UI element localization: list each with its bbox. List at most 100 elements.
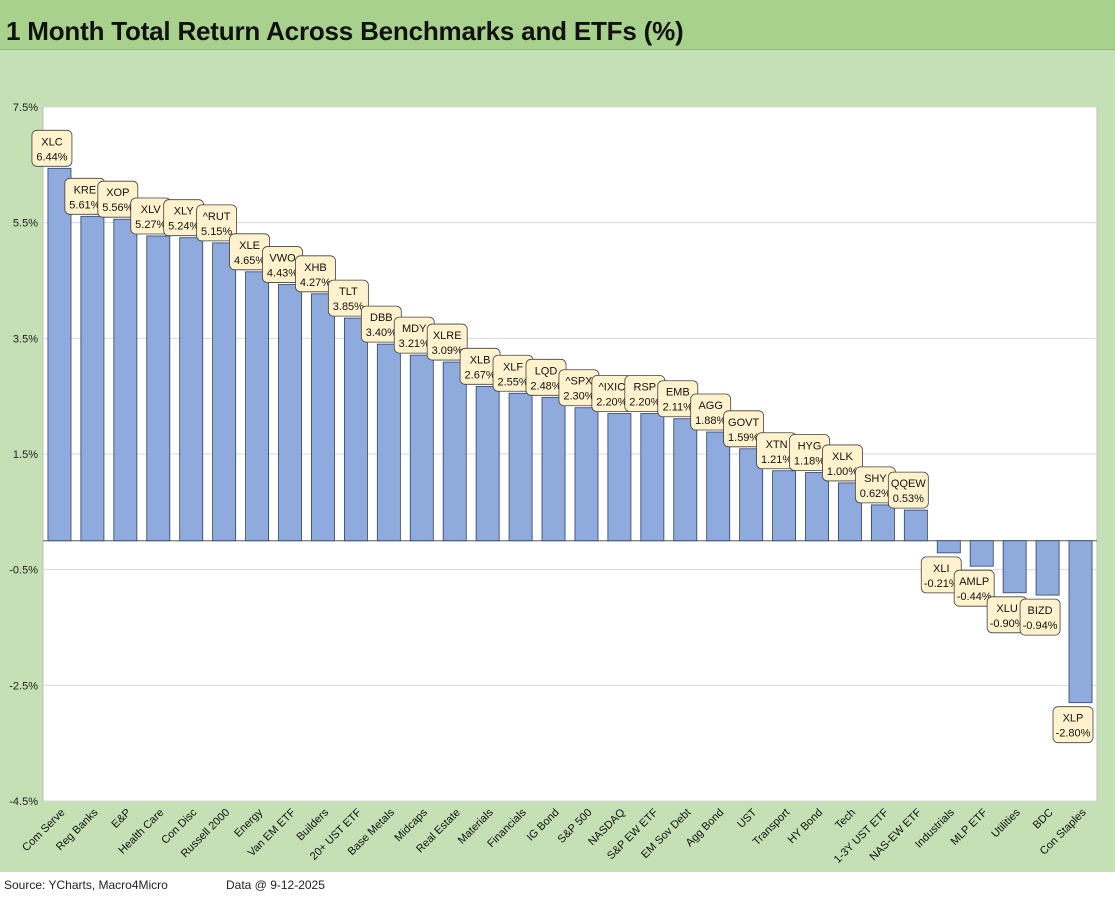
data-label-ticker: BIZD xyxy=(1028,605,1053,617)
data-label-box xyxy=(1052,706,1094,744)
data-label-ticker: GOVT xyxy=(728,417,759,429)
data-label-box xyxy=(295,255,336,293)
data-label-ticker: VWO xyxy=(269,253,296,265)
data-label-ticker: ^IXIC xyxy=(599,382,626,394)
data-label-ticker: XLRE xyxy=(433,330,462,342)
bar-AGG xyxy=(706,431,731,542)
y-tick-label: 3.5% xyxy=(13,333,38,345)
data-label-ticker: MDY xyxy=(402,323,427,335)
data-label-value: -0.21% xyxy=(924,578,959,590)
data-date: Data @ 9-12-2025 xyxy=(226,878,325,892)
data-label-value: 5.56% xyxy=(102,202,133,214)
source-note: Source: YCharts, Macro4Micro xyxy=(4,878,168,892)
data-label-value: 3.40% xyxy=(366,327,397,339)
data-label-value: -0.94% xyxy=(1023,620,1058,632)
data-label-value: 5.24% xyxy=(168,221,199,233)
data-label-value: 2.20% xyxy=(629,397,660,409)
bar-LQD xyxy=(541,396,566,542)
data-label-value: 1.00% xyxy=(827,466,858,478)
data-label-value: 2.11% xyxy=(663,402,694,414)
bar-DBB xyxy=(376,343,401,542)
data-label-ticker: TLT xyxy=(339,286,358,298)
y-tick-label: -4.5% xyxy=(9,796,38,808)
bar-XLY xyxy=(179,237,204,542)
bar-^IXIC xyxy=(607,413,632,542)
y-tick-label: -0.5% xyxy=(9,565,38,577)
data-label-ticker: AGG xyxy=(698,400,722,412)
data-label-value: 3.21% xyxy=(399,338,430,350)
data-label-value: 0.53% xyxy=(893,493,924,505)
footer: Source: YCharts, Macro4Micro Data @ 9-12… xyxy=(0,872,1115,900)
data-label-value: 4.43% xyxy=(267,268,298,280)
data-label-ticker: HYG xyxy=(798,441,822,453)
data-label-value: -0.90% xyxy=(990,618,1025,630)
data-label-ticker: XLK xyxy=(832,451,853,463)
data-label-value: 4.65% xyxy=(234,255,265,267)
data-label-ticker: XLE xyxy=(239,240,260,252)
title-bar: 1 Month Total Return Across Benchmarks a… xyxy=(0,0,1115,50)
x-tick-label: Utilities xyxy=(989,806,1023,840)
bar-RSP xyxy=(640,413,665,542)
bar-XLE xyxy=(245,271,270,542)
data-label-ticker: KRE xyxy=(74,184,97,196)
data-label-ticker: XOP xyxy=(106,187,129,199)
chart-title: 1 Month Total Return Across Benchmarks a… xyxy=(6,16,684,46)
bar-XLRE xyxy=(442,361,467,542)
data-label-value: -2.80% xyxy=(1056,728,1091,740)
bar-BIZD xyxy=(1035,540,1060,596)
data-label-ticker: DBB xyxy=(370,312,393,324)
data-label-ticker: XLP xyxy=(1063,713,1084,725)
x-tick-label: Tech xyxy=(833,807,858,832)
data-label-ticker: QQEW xyxy=(891,478,926,490)
bar-HYG xyxy=(805,472,829,542)
x-tick-label: MLP ETF xyxy=(949,806,990,847)
bar-chart: 7.5%5.5%3.5%1.5%-0.5%-2.5%-4.5%XLC6.44%C… xyxy=(9,102,1098,866)
bar-XTN xyxy=(772,470,797,542)
data-label-value: 4.27% xyxy=(300,277,331,289)
bar-XLI xyxy=(936,540,961,554)
y-tick-label: 5.5% xyxy=(13,218,38,230)
data-label-ticker: LQD xyxy=(535,365,558,377)
bar-XLB xyxy=(475,385,500,542)
data-label-value: 2.48% xyxy=(530,380,561,392)
bar-XLU xyxy=(1002,540,1027,594)
bar-XLV xyxy=(146,235,171,542)
data-label-value: 5.61% xyxy=(69,199,100,211)
data-label-box xyxy=(953,569,995,607)
bar-^SPX xyxy=(574,407,599,542)
data-label-box xyxy=(1019,598,1061,636)
data-label-ticker: XLF xyxy=(503,361,523,373)
data-label-box xyxy=(723,410,765,448)
data-label-value: 3.85% xyxy=(333,301,364,313)
data-label-value: 5.27% xyxy=(135,219,166,231)
bar-QQEW xyxy=(903,509,928,542)
data-label-value: 2.20% xyxy=(596,397,627,409)
bar-GOVT xyxy=(739,448,764,542)
data-label-ticker: XLV xyxy=(141,204,162,216)
data-label-ticker: AMLP xyxy=(959,576,989,588)
data-label-ticker: ^SPX xyxy=(565,376,593,388)
data-label-ticker: EMB xyxy=(666,387,690,399)
data-label-ticker: XLU xyxy=(996,603,1017,615)
data-label-ticker: XTN xyxy=(766,439,788,451)
data-label-value: 1.21% xyxy=(761,454,792,466)
data-label-box xyxy=(822,444,863,482)
data-label-value: 2.67% xyxy=(465,369,496,381)
bar-^RUT xyxy=(212,242,237,542)
data-label-box xyxy=(327,279,369,317)
chart-area: 7.5% 5.5% 3.5% 1.5% -0.5% -2.5% -4.5% XLC 6.44% C… xyxy=(0,50,1115,872)
data-label-ticker: XLC xyxy=(41,136,62,148)
data-label-ticker: ^RUT xyxy=(203,211,231,223)
y-tick-label: -2.5% xyxy=(9,680,38,692)
data-label-box xyxy=(196,204,238,242)
data-label-value: 6.44% xyxy=(36,151,67,163)
data-label-box xyxy=(31,129,73,167)
bar-TLT xyxy=(343,317,368,542)
data-label-ticker: RSP xyxy=(634,382,657,394)
data-label-value: 1.18% xyxy=(794,456,825,468)
x-tick-label: UST xyxy=(735,806,759,830)
bar-XOP xyxy=(113,218,138,542)
data-label-value: 0.62% xyxy=(860,488,891,500)
bar-KRE xyxy=(80,215,105,542)
x-tick-label: BDC xyxy=(1031,807,1056,832)
